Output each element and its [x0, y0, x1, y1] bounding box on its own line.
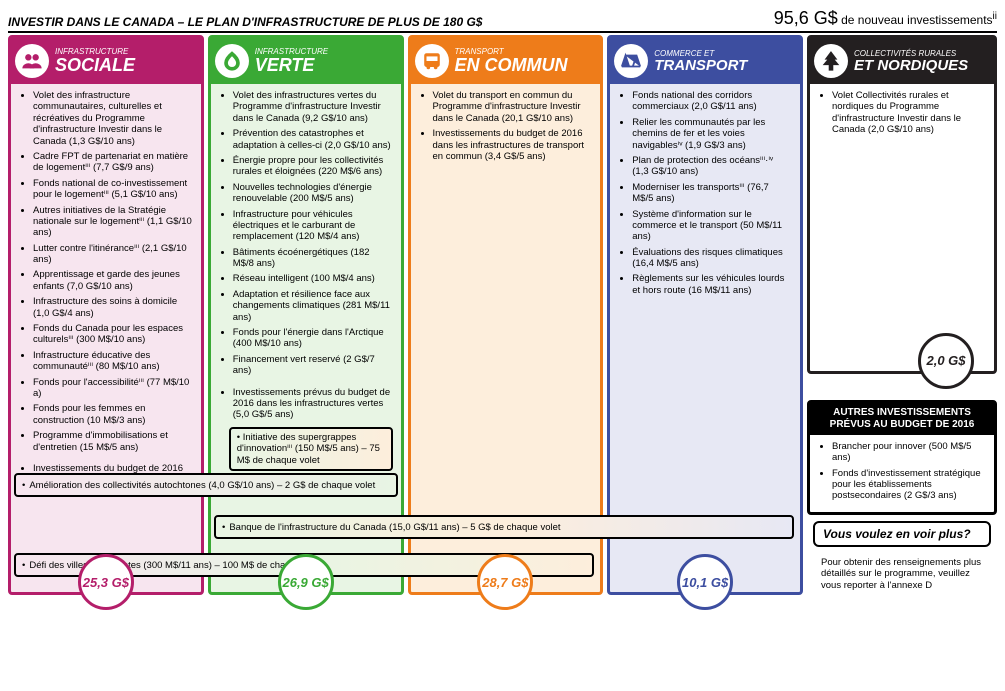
list-item: Infrastructure des soins à domicile (1,0…: [33, 296, 193, 319]
page-title: INVESTIR DANS LE CANADA – LE PLAN D'INFR…: [8, 15, 482, 29]
total-badge-transport: 28,7 G$: [477, 554, 533, 610]
list-item: Fonds pour l'accessibilitéⁱⁱⁱ (77 M$/10 …: [33, 377, 193, 400]
column-body-transport: Volet du transport en commun du Programm…: [411, 84, 601, 176]
list-item: Volet des infrastructures vertes du Prog…: [233, 90, 393, 124]
other-investments-header: AUTRES INVESTISSEMENTS PRÉVUS AU BUDGET …: [810, 403, 994, 435]
column-commerce: COMMERCE ET TRANSPORT Fonds national des…: [607, 35, 803, 595]
list-other: Brancher pour innover (500 M$/5 ans) Fond…: [818, 441, 986, 502]
list-item: Volet du transport en commun du Programm…: [433, 90, 593, 124]
list-item: Bâtiments écoénergétiques (182 M$/8 ans): [233, 247, 393, 270]
tree-icon: [814, 44, 848, 78]
list-item: Évaluations des risques climatiques (16,…: [632, 247, 792, 270]
list-item: Cadre FPT de partenariat en matière de l…: [33, 151, 193, 174]
list-item: Infrastructure éducative des communautéⁱ…: [33, 350, 193, 373]
list-item: Infrastructure pour véhicules électrique…: [233, 209, 393, 243]
new-investment-label: de nouveau investissements: [838, 13, 993, 27]
column-title-sociale: INFRASTRUCTURE SOCIALE: [55, 48, 135, 74]
list-item: Réseau intelligent (100 M$/4 ans): [233, 273, 393, 284]
total-badge-nordiques: 2,0 G$: [918, 333, 974, 389]
list-nordiques: Volet Collectivités rurales et nordiques…: [818, 90, 986, 136]
list-item: Autres initiatives de la Stratégie natio…: [33, 205, 193, 239]
list-item: Système d'information sur le commerce et…: [632, 209, 792, 243]
total-badge-sociale: 25,3 G$: [78, 554, 134, 610]
list-item: Fonds du Canada pour les espaces culture…: [33, 323, 193, 346]
list-item: Volet des infrastructure communautaires,…: [33, 90, 193, 147]
column-header-sociale: INFRASTRUCTURE SOCIALE: [11, 38, 201, 84]
column-body-commerce: Fonds national des corridors commerciaux…: [610, 84, 800, 310]
column-body-sociale: Volet des infrastructure communautaires,…: [11, 84, 201, 511]
list-item: Fonds d'investissement stratégique pour …: [832, 468, 986, 502]
list-item: Relier les communautés par les chemins d…: [632, 117, 792, 151]
list-item: Volet Collectivités rurales et nordiques…: [832, 90, 986, 136]
column-sociale: INFRASTRUCTURE SOCIALE Volet des infrast…: [8, 35, 204, 595]
list-item: Programme d'immobilisations et d'entreti…: [33, 430, 193, 453]
total-badge-verte: 26,9 G$: [278, 554, 334, 610]
other-investments-body: Brancher pour innover (500 M$/5 ans) Fond…: [810, 435, 994, 512]
total-badge-commerce: 10,1 G$: [677, 554, 733, 610]
column-header-commerce: COMMERCE ET TRANSPORT: [610, 38, 800, 84]
column-nordiques: COLLECTIVITÉS RURALES ET NORDIQUES Volet…: [807, 35, 997, 374]
cross-bar-autochtones: • Amélioration des collectivités autocht…: [14, 473, 398, 497]
list-item: Apprentissage et garde des jeunes enfant…: [33, 269, 193, 292]
list-item: Énergie propre pour les collectivités ru…: [233, 155, 393, 178]
list-item: Prévention des catastrophes et adaptatio…: [233, 128, 393, 151]
bridge-icon: [614, 44, 648, 78]
boxed-list-item: • Initiative des supergrappes d'innovati…: [229, 427, 393, 471]
column-header-verte: INFRASTRUCTURE VERTE: [211, 38, 401, 84]
list-sociale: Volet des infrastructure communautaires,…: [19, 90, 193, 497]
header-bar: INVESTIR DANS LE CANADA – LE PLAN D'INFR…: [8, 8, 997, 33]
new-investment-amount: 95,6 G$: [774, 8, 838, 28]
columns-row: INFRASTRUCTURE SOCIALE Volet des infrast…: [8, 35, 997, 595]
column-transport: TRANSPORT EN COMMUN Volet du transport e…: [408, 35, 604, 595]
list-item: Règlements sur les véhicules lourds et h…: [632, 273, 792, 296]
page: INVESTIR DANS LE CANADA – LE PLAN D'INFR…: [0, 0, 1005, 603]
leaf-icon: [215, 44, 249, 78]
column-body-nordiques: Volet Collectivités rurales et nordiques…: [810, 84, 994, 150]
column-header-transport: TRANSPORT EN COMMUN: [411, 38, 601, 84]
column-header-nordiques: COLLECTIVITÉS RURALES ET NORDIQUES: [810, 38, 994, 84]
people-icon: [15, 44, 49, 78]
column-body-verte: Volet des infrastructures vertes du Prog…: [211, 84, 401, 485]
right-stack: COLLECTIVITÉS RURALES ET NORDIQUES Volet…: [807, 35, 997, 595]
column-title-nordiques: COLLECTIVITÉS RURALES ET NORDIQUES: [854, 50, 968, 73]
column-title-verte: INFRASTRUCTURE VERTE: [255, 48, 328, 74]
list-commerce: Fonds national des corridors commerciaux…: [618, 90, 792, 296]
cross-bar-banque: • Banque de l'infrastructure du Canada (…: [214, 515, 794, 539]
list-verte: Volet des infrastructures vertes du Prog…: [219, 90, 393, 471]
list-transport: Volet du transport en commun du Programm…: [419, 90, 593, 162]
list-item: Adaptation et résilience face aux change…: [233, 289, 393, 323]
column-verte: INFRASTRUCTURE VERTE Volet des infrastru…: [208, 35, 404, 595]
list-item: Fonds national des corridors commerciaux…: [632, 90, 792, 113]
list-item: Investissements du budget de 2016 dans l…: [433, 128, 593, 162]
list-item: Brancher pour innover (500 M$/5 ans): [832, 441, 986, 464]
list-item: Fonds pour l'énergie dans l'Arctique (40…: [233, 327, 393, 350]
list-item: Investissements prévus du budget de 2016…: [233, 387, 393, 421]
see-more-box: Vous voulez en voir plus?: [813, 521, 991, 547]
see-more-text: Pour obtenir des renseignements plus dét…: [813, 553, 991, 595]
list-item: Lutter contre l'itinéranceⁱⁱⁱ (2,1 G$/10…: [33, 243, 193, 266]
list-item: Financement vert reservé (2 G$/7 ans): [233, 354, 393, 377]
list-item: Plan de protection des océansⁱⁱⁱ·ⁱᵛ (1,3…: [632, 155, 792, 178]
list-item: Nouvelles technologies d'énergie renouve…: [233, 182, 393, 205]
list-item: Fonds national de co-investissement pour…: [33, 178, 193, 201]
page-subtitle: 95,6 G$ de nouveau investissementsii: [774, 8, 997, 29]
column-title-transport: TRANSPORT EN COMMUN: [455, 48, 568, 74]
list-item: Moderniser les transportsⁱⁱⁱ (76,7 M$/5 …: [632, 182, 792, 205]
list-item: Fonds pour les femmes en construction (1…: [33, 403, 193, 426]
bus-icon: [415, 44, 449, 78]
column-title-commerce: COMMERCE ET TRANSPORT: [654, 50, 747, 73]
other-investments-box: AUTRES INVESTISSEMENTS PRÉVUS AU BUDGET …: [807, 400, 997, 515]
